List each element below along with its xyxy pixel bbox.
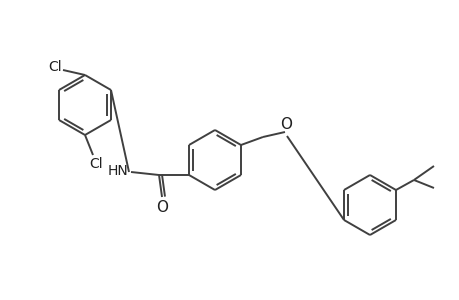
Text: Cl: Cl [89,157,103,171]
Text: O: O [156,200,168,214]
Text: HN: HN [107,164,128,178]
Text: O: O [280,116,291,131]
Text: Cl: Cl [48,60,62,74]
